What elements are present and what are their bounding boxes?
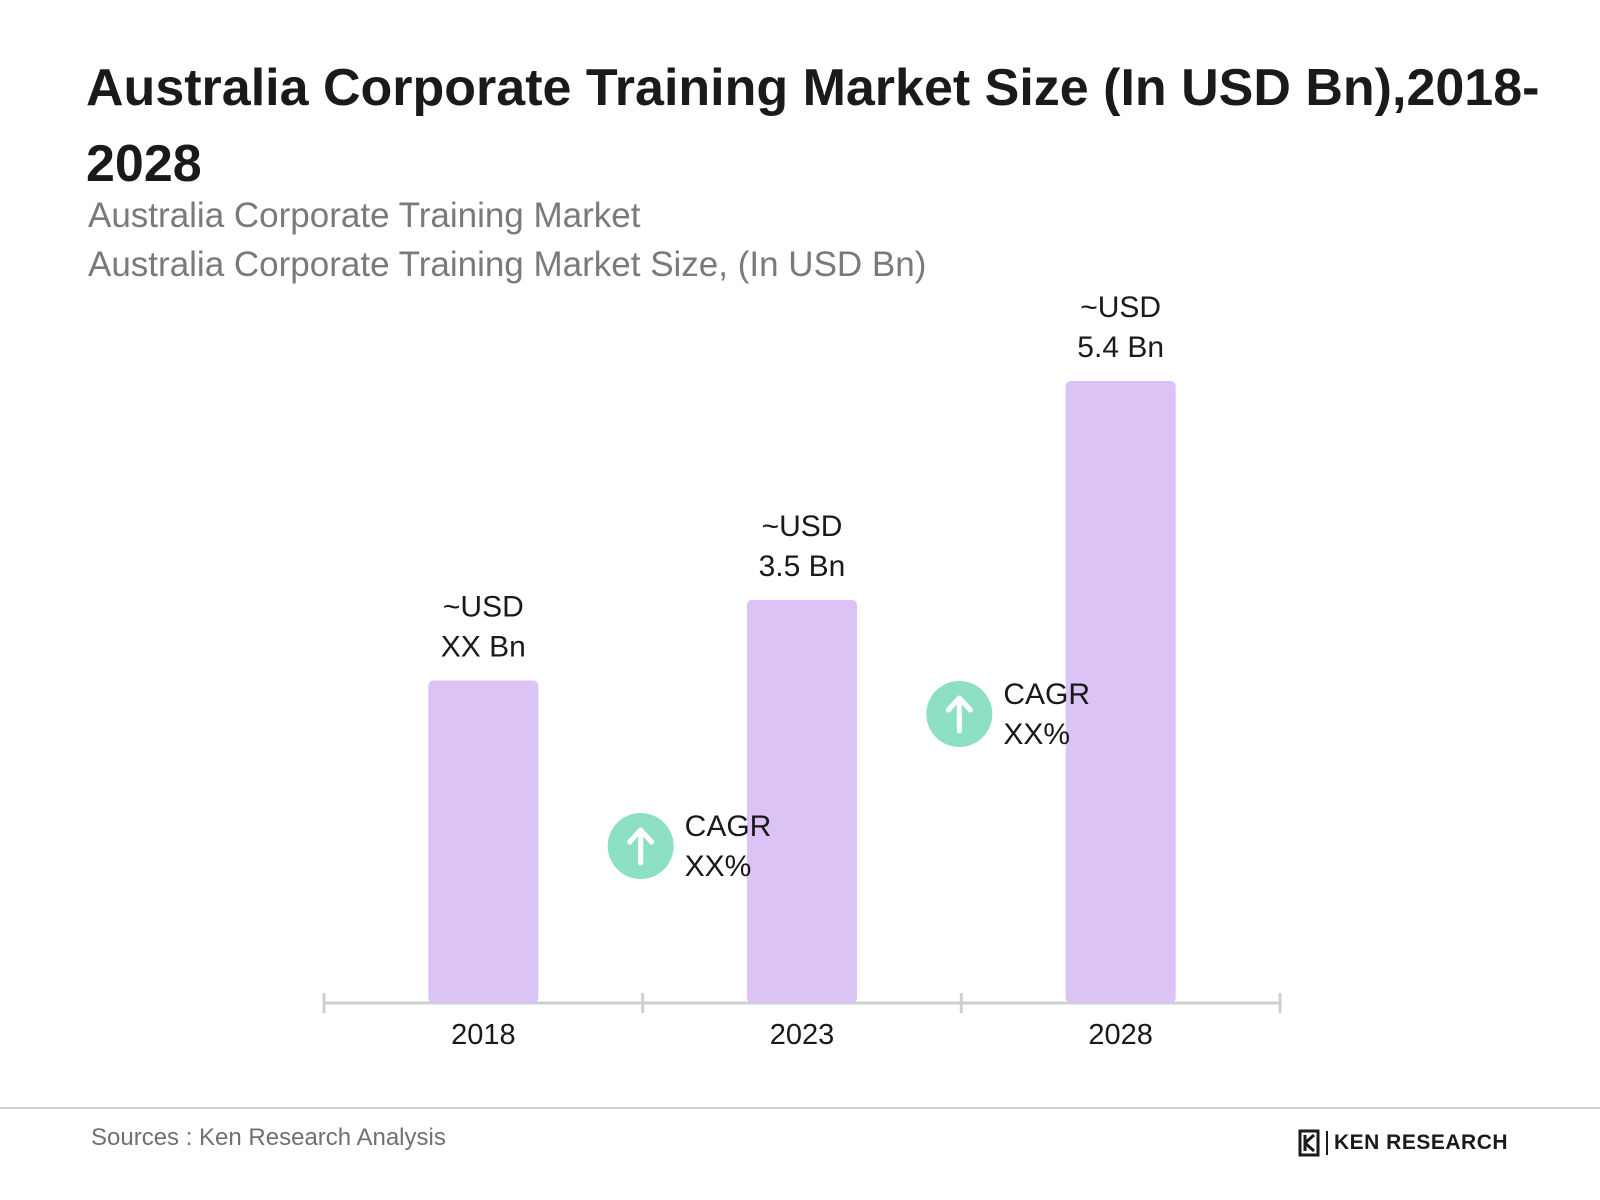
x-tick-label: 2023 xyxy=(770,1019,835,1051)
x-tick-label: 2018 xyxy=(451,1019,516,1051)
bar-value-label: ~USD xyxy=(1080,291,1161,324)
arrow-up-icon xyxy=(945,695,973,734)
chart-subtitle-units: Australia Corporate Training Market Size… xyxy=(88,245,927,284)
cagr-label: XX% xyxy=(685,850,752,883)
bar-value-label: ~USD xyxy=(762,510,843,543)
arrow-up-icon xyxy=(627,827,655,866)
bar-chart: ~USD XX Bn 2018 ~USD 3.5 Bn 2023 ~USD 5.4 Bn 202… xyxy=(322,291,1282,1051)
cagr-label: XX% xyxy=(1003,718,1070,751)
bar-2028 xyxy=(1065,381,1176,1003)
bar-value-label: XX Bn xyxy=(441,630,526,663)
bar-value-label: 3.5 Bn xyxy=(759,550,846,583)
chart-title: Australia Corporate Training Market Size… xyxy=(86,59,1540,193)
logo-separator xyxy=(1326,1131,1328,1155)
ken-research-logo: KEN RESEARCH xyxy=(1298,1128,1508,1158)
logo-text: KEN RESEARCH xyxy=(1334,1131,1509,1154)
footer-divider xyxy=(0,1107,1600,1109)
bar-value-label: 5.4 Bn xyxy=(1077,331,1164,364)
cagr-label: CAGR xyxy=(1003,678,1090,711)
chart-subtitle: Australia Corporate Training Market xyxy=(88,196,641,235)
bar-2023 xyxy=(747,599,857,1003)
x-tick-label: 2028 xyxy=(1088,1019,1153,1051)
source-note: Sources : Ken Research Analysis xyxy=(91,1124,446,1151)
cagr-label: CAGR xyxy=(685,810,772,843)
bar-value-label: ~USD xyxy=(443,590,524,623)
bar-2018 xyxy=(428,680,539,1003)
ken-research-mark-icon xyxy=(1298,1129,1320,1157)
